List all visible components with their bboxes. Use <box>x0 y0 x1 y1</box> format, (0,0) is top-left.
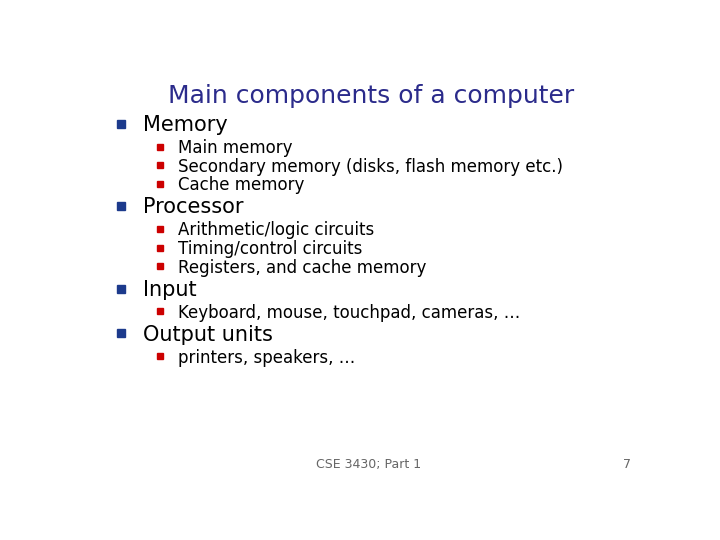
Text: Keyboard, mouse, touchpad, cameras, …: Keyboard, mouse, touchpad, cameras, … <box>178 303 521 322</box>
Text: printers, speakers, …: printers, speakers, … <box>178 348 356 367</box>
Text: CSE 3430; Part 1: CSE 3430; Part 1 <box>316 458 422 471</box>
Text: Registers, and cache memory: Registers, and cache memory <box>178 259 426 276</box>
Text: Processor: Processor <box>143 198 243 218</box>
Text: Output units: Output units <box>143 325 273 345</box>
Text: Main memory: Main memory <box>178 139 292 157</box>
Text: Timing/control circuits: Timing/control circuits <box>178 240 363 258</box>
Text: Input: Input <box>143 280 197 300</box>
Text: Main components of a computer: Main components of a computer <box>168 84 575 107</box>
Text: 7: 7 <box>624 458 631 471</box>
Text: Secondary memory (disks, flash memory etc.): Secondary memory (disks, flash memory et… <box>178 158 563 176</box>
Text: Cache memory: Cache memory <box>178 177 305 194</box>
Text: Memory: Memory <box>143 115 228 135</box>
Text: Arithmetic/logic circuits: Arithmetic/logic circuits <box>178 221 374 239</box>
